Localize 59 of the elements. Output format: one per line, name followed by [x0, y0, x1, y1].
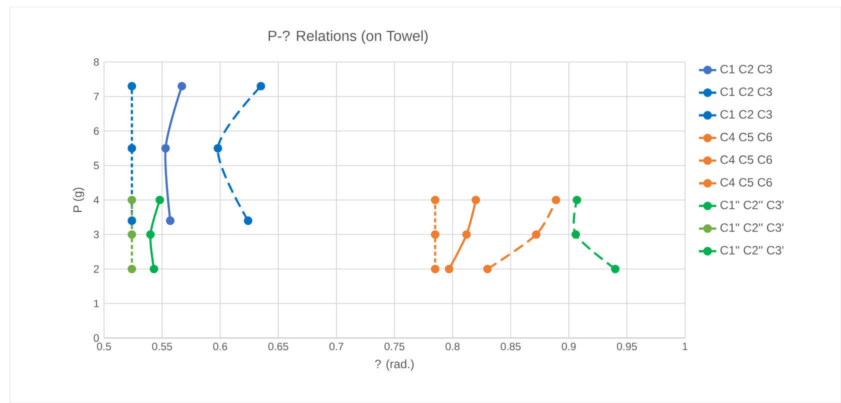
y-tick-label: 1	[94, 300, 99, 308]
point	[150, 264, 158, 274]
point	[483, 264, 492, 274]
legend-label: C1'' C2'' C3'	[720, 200, 784, 210]
point	[128, 230, 136, 239]
point	[552, 196, 560, 204]
x-tick-label: 0.9	[562, 342, 576, 350]
point	[244, 216, 252, 225]
chart-title: P-? Relations (on Towel)	[268, 30, 428, 44]
x-tick-label: 1	[682, 342, 688, 350]
point	[128, 264, 136, 274]
point	[128, 196, 136, 204]
y-tick-label: 5	[94, 162, 99, 170]
x-tick-label: 0.7	[329, 342, 344, 350]
point	[161, 144, 170, 153]
point	[572, 230, 580, 239]
legend-label: C1 C2 C3	[720, 64, 772, 74]
point	[532, 230, 541, 239]
point	[128, 144, 136, 153]
y-tick-label: 7	[94, 92, 99, 100]
point	[611, 264, 620, 274]
legend-label: C4 C5 C6	[720, 178, 772, 187]
y-tick-label: 6	[94, 127, 99, 135]
point	[444, 264, 454, 274]
x-tick-label: 0.85	[500, 342, 521, 350]
x-tick-label: 0.5	[97, 342, 111, 350]
point	[178, 82, 186, 90]
point	[128, 216, 136, 225]
point	[214, 144, 222, 153]
y-tick-label: 3	[94, 230, 99, 238]
x-axis-title: ? (rad.)	[375, 359, 414, 371]
point	[572, 196, 582, 204]
legend-label: C1'' C2'' C3'	[720, 223, 784, 232]
point	[430, 230, 440, 239]
point	[128, 82, 136, 90]
x-tick-label: 0.8	[446, 342, 460, 350]
y-tick-label: 0	[94, 334, 99, 342]
point	[146, 230, 155, 239]
y-tick-label: 8	[94, 58, 99, 66]
legend-label: C4 C5 C6	[720, 155, 772, 164]
x-tick-label: 0.65	[268, 342, 288, 350]
point	[462, 230, 471, 239]
legend-label: C4 C5 C6	[720, 132, 772, 142]
point	[156, 196, 164, 204]
point	[430, 196, 440, 204]
point	[472, 196, 480, 204]
x-tick-label: 0.95	[616, 342, 637, 350]
x-tick-label: 0.75	[384, 342, 404, 350]
y-tick-label: 4	[94, 196, 99, 204]
point	[166, 216, 175, 225]
legend-label: C1'' C2'' C3'	[720, 246, 784, 255]
y-tick-label: 2	[94, 265, 99, 273]
legend-label: C1 C2 C3	[720, 110, 772, 119]
y-axis-title: P (g)	[73, 188, 84, 212]
point	[256, 82, 266, 90]
legend-label: C1 C2 C3	[720, 87, 772, 96]
point	[430, 264, 440, 274]
x-tick-label: 0.6	[213, 342, 228, 350]
x-tick-label: 0.55	[152, 342, 172, 350]
